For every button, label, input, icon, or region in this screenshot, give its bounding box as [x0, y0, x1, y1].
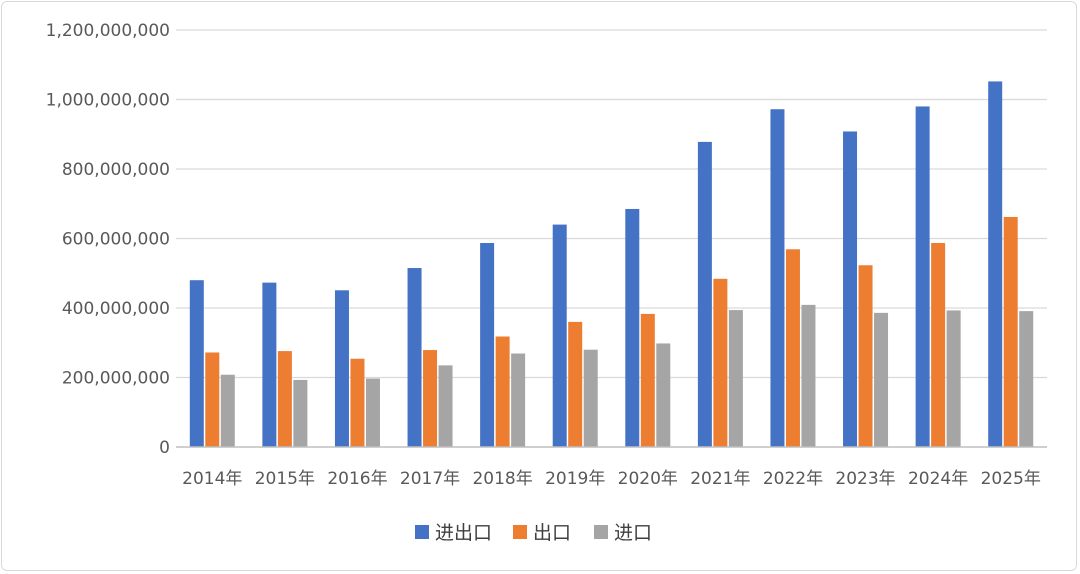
bar-1-2024年: [915, 106, 930, 447]
bar-2-2016年: [350, 358, 365, 447]
y-tick-label: 800,000,000: [62, 160, 170, 180]
bar-2-2014年: [205, 352, 220, 447]
bar-1-2014年: [189, 280, 204, 447]
x-tick-label: 2019年: [545, 469, 605, 489]
bar-1-2025年: [988, 81, 1003, 448]
x-axis-ticks: 2014年 2015年 2016年 2017年 2018年 2019年 2020年 2021年…: [182, 469, 1041, 489]
bar-3-2018年: [511, 353, 526, 447]
legend-label: 进口: [614, 522, 652, 544]
x-tick-label: 2017年: [400, 469, 460, 489]
x-tick-label: 2023年: [835, 469, 895, 489]
x-tick-label: 2025年: [981, 469, 1041, 489]
gridlines: [176, 29, 1047, 379]
bar-3-2020年: [656, 343, 671, 447]
bar-3-2014年: [220, 374, 235, 447]
x-tick-label: 2022年: [763, 469, 823, 489]
bar-2-2015年: [277, 351, 292, 447]
legend-label: 进出口: [435, 522, 492, 544]
bar-1-2016年: [334, 290, 349, 447]
bar-2-2017年: [423, 350, 438, 447]
x-tick-label: 2014年: [182, 469, 242, 489]
bars: [189, 81, 1034, 448]
bar-2-2018年: [495, 336, 510, 447]
bar-2-2024年: [931, 243, 946, 447]
y-tick-label: 400,000,000: [62, 299, 170, 319]
bar-3-2022年: [801, 304, 816, 447]
bar-3-2017年: [438, 365, 453, 447]
bar-1-2022年: [770, 109, 785, 447]
bar-3-2021年: [728, 310, 743, 447]
legend-swatch: [513, 525, 527, 539]
bar-2-2022年: [785, 249, 800, 447]
x-tick-label: 2020年: [618, 469, 678, 489]
bar-1-2021年: [697, 141, 712, 447]
bar-2-2021年: [713, 278, 728, 447]
legend: 进出口 出口 进口: [415, 522, 652, 544]
x-tick-label: 2015年: [255, 469, 315, 489]
bar-2-2020年: [640, 313, 655, 447]
bar-1-2017年: [407, 268, 422, 447]
bar-3-2023年: [874, 312, 889, 447]
y-axis-ticks: 0 200,000,000 400,000,000 600,000,000 800,00…: [46, 21, 170, 458]
bar-1-2015年: [262, 282, 277, 447]
bar-3-2016年: [365, 378, 380, 447]
y-tick-label: 600,000,000: [62, 230, 170, 250]
bar-3-2015年: [293, 379, 308, 447]
bar-1-2018年: [480, 243, 495, 447]
bar-2-2025年: [1003, 216, 1018, 447]
bar-1-2020年: [625, 208, 640, 447]
bar-1-2023年: [843, 131, 858, 447]
bar-3-2019年: [583, 349, 598, 447]
bar-1-2019年: [552, 224, 567, 447]
y-tick-label: 1,000,000,000: [46, 91, 170, 111]
y-tick-label: 200,000,000: [62, 369, 170, 389]
legend-label: 出口: [533, 522, 571, 544]
bar-3-2024年: [946, 310, 961, 447]
legend-swatch: [594, 525, 608, 539]
y-tick-label: 1,200,000,000: [46, 21, 170, 41]
x-tick-label: 2018年: [472, 469, 532, 489]
bar-2-2023年: [858, 265, 873, 447]
x-tick-label: 2016年: [327, 469, 387, 489]
y-tick-label: 0: [159, 438, 170, 458]
legend-swatch: [415, 525, 429, 539]
bar-2-2019年: [568, 321, 583, 447]
x-tick-label: 2024年: [908, 469, 968, 489]
x-tick-label: 2021年: [690, 469, 750, 489]
bar-3-2025年: [1019, 311, 1034, 447]
